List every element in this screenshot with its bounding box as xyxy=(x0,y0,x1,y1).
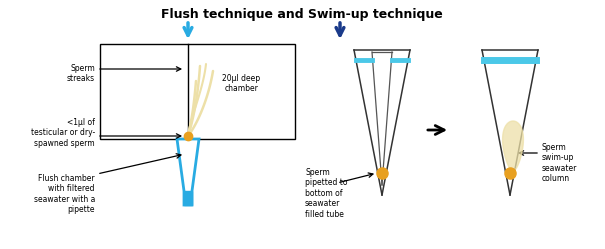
Text: Flush technique and Swim-up technique: Flush technique and Swim-up technique xyxy=(161,8,443,21)
Text: <1μl of
testicular or dry-
spawned sperm: <1μl of testicular or dry- spawned sperm xyxy=(31,118,95,148)
Text: Sperm
streaks: Sperm streaks xyxy=(67,64,95,83)
Polygon shape xyxy=(503,121,523,171)
Text: Sperm
pipetted to
bottom of
seawater
filled tube: Sperm pipetted to bottom of seawater fil… xyxy=(305,168,347,219)
Bar xyxy=(100,44,295,139)
Text: Flush chamber
with filtered
seawater with a
pipette: Flush chamber with filtered seawater wit… xyxy=(34,174,95,214)
Polygon shape xyxy=(177,139,199,205)
Text: 20μl deep
chamber: 20μl deep chamber xyxy=(223,74,261,93)
Polygon shape xyxy=(184,191,192,205)
Text: Sperm
swim-up
seawater
column: Sperm swim-up seawater column xyxy=(542,143,577,183)
